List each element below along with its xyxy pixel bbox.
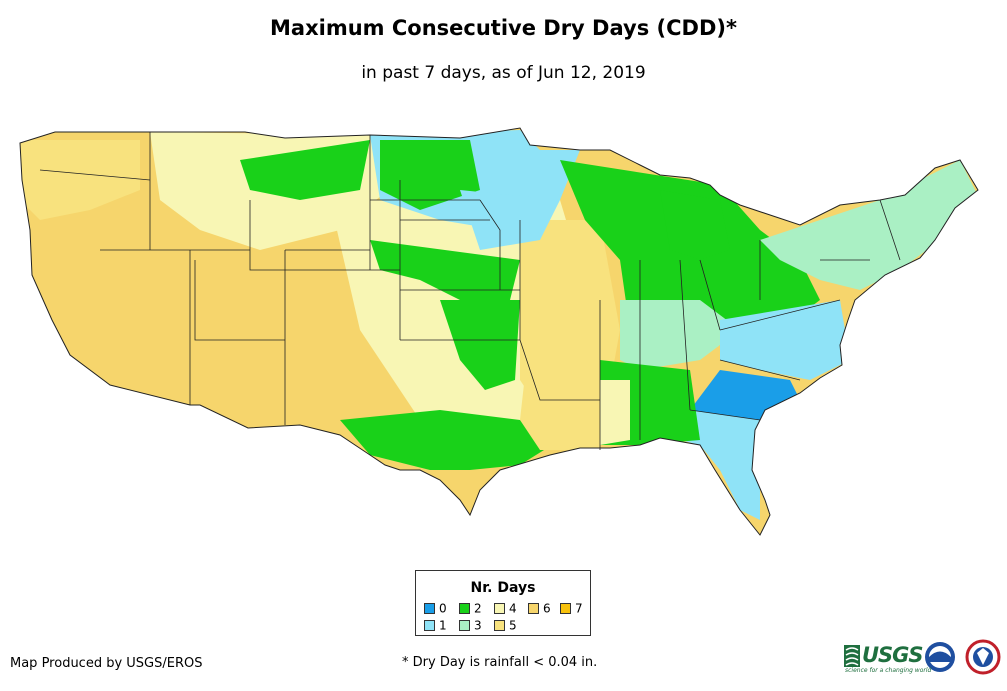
- usgs-logo-icon: [844, 645, 860, 667]
- legend-label: 5: [509, 618, 517, 633]
- legend-swatch: [494, 603, 505, 614]
- legend-item-7: 7: [560, 602, 583, 615]
- legend-item-3: 3: [459, 619, 482, 632]
- legend-label: 4: [509, 601, 517, 616]
- map-subtitle: in past 7 days, as of Jun 12, 2019: [361, 63, 646, 83]
- dry-day-footnote: * Dry Day is rainfall < 0.04 in.: [402, 655, 598, 670]
- legend-item-0: 0: [424, 602, 447, 615]
- legend-item-4: 4: [494, 602, 517, 615]
- state-borders: [39, 132, 901, 450]
- legend-item-2: 2: [459, 602, 482, 615]
- legend-item-5: 5: [494, 619, 517, 632]
- legend-swatch: [459, 603, 470, 614]
- legend-swatch: [494, 620, 505, 631]
- map-credit: Map Produced by USGS/EROS: [10, 656, 203, 671]
- usgs-tagline: science for a changing world: [845, 667, 932, 674]
- legend-item-6: 6: [528, 602, 551, 615]
- legend-swatch: [459, 620, 470, 631]
- map-regions: [20, 128, 978, 535]
- legend-swatch: [424, 603, 435, 614]
- map-title: Maximum Consecutive Dry Days (CDD)*: [270, 16, 737, 40]
- legend-label: 2: [474, 601, 482, 616]
- usgs-logo-text: USGS: [862, 643, 924, 667]
- legend-label: 3: [474, 618, 482, 633]
- legend-item-1: 1: [424, 619, 447, 632]
- nws-logo-icon: [965, 639, 1001, 675]
- legend-swatch: [560, 603, 571, 614]
- legend-swatch: [424, 620, 435, 631]
- legend-swatch: [528, 603, 539, 614]
- legend-title: Nr. Days: [470, 580, 536, 596]
- legend-label: 1: [439, 618, 447, 633]
- legend: Nr. Days 0 2 4 6 7 1 3 5: [415, 570, 591, 636]
- legend-label: 7: [575, 601, 583, 616]
- agency-logos: [844, 639, 1001, 675]
- legend-label: 0: [439, 601, 447, 616]
- noaa-logo-icon: [925, 642, 955, 672]
- legend-label: 6: [543, 601, 551, 616]
